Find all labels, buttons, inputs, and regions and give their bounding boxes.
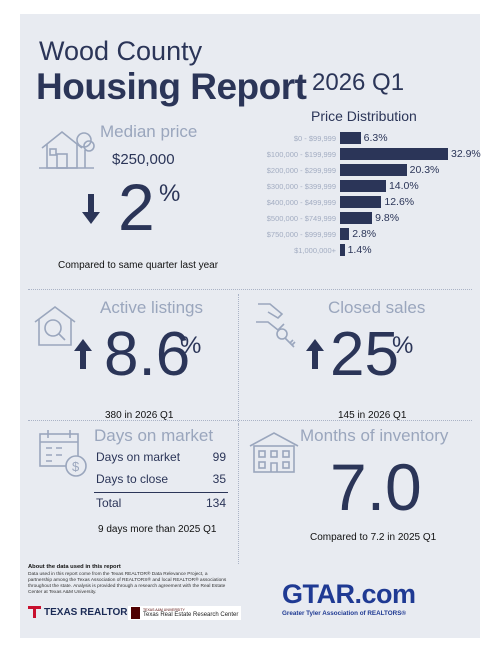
report-title: Housing Report [36, 66, 307, 107]
median-change-pct: % [159, 180, 181, 207]
active-listings-change: 8.6 [104, 320, 191, 389]
gtar-logo-text: GTAR.com [282, 579, 416, 609]
months-inventory-title: Months of inventory [300, 426, 449, 445]
median-price-value: $250,000 [112, 151, 175, 168]
price-range-label: $500,000 - $749,999 [266, 214, 336, 223]
up-arrow-icon [74, 339, 92, 369]
price-distribution-title: Price Distribution [311, 108, 417, 124]
price-range-label: $200,000 - $299,999 [266, 166, 336, 175]
price-range-label: $750,000 - $999,999 [266, 230, 336, 239]
price-bar [340, 180, 386, 192]
active-listings-pct: % [180, 332, 202, 359]
closed-sales-change: 25 [330, 320, 399, 389]
price-range-label: $300,000 - $399,999 [266, 182, 336, 191]
dom-total-row: Total 134 [96, 496, 226, 510]
key-hand-icon [254, 300, 304, 352]
divider [238, 294, 239, 432]
closed-sales-note: 145 in 2026 Q1 [338, 410, 407, 421]
dom-total-value: 134 [205, 496, 226, 510]
price-range-label: $1,000,000+ [294, 246, 336, 255]
house-icon [38, 126, 96, 170]
median-change-number: 2 [118, 170, 155, 244]
tamu-small-text: TEXAS A&M UNIVERSITY [143, 608, 185, 612]
dom-row-value: 99 [212, 450, 226, 464]
tamu-logo: TEXAS A&M UNIVERSITY Texas Real Estate R… [128, 606, 242, 620]
price-range-label: $0 - $99,999 [293, 134, 336, 143]
up-arrow-icon [306, 339, 324, 369]
price-bar-value: 9.8% [375, 212, 400, 224]
dom-row-label: Days on market [96, 450, 181, 464]
median-price-title: Median price [100, 122, 198, 141]
price-range-label: $100,000 - $199,999 [266, 150, 336, 159]
days-on-market-note: 9 days more than 2025 Q1 [98, 524, 217, 535]
price-bar [340, 164, 407, 176]
median-price-note: Compared to same quarter last year [58, 260, 219, 271]
footer-text: Data used in this report come from the T… [28, 572, 227, 595]
tamu-center-text: Texas Real Estate Research Center [143, 612, 239, 618]
svg-text:$: $ [72, 459, 80, 474]
price-bar-value: 1.4% [347, 244, 372, 256]
price-bar [340, 148, 448, 160]
county-title: Wood County [39, 36, 203, 66]
tamu-mark-icon [131, 607, 140, 619]
texas-realtors-logo: TEXAS REALTORS [28, 606, 134, 618]
price-bar [340, 212, 373, 224]
divider [28, 289, 472, 290]
months-inventory-value: 7.0 [330, 450, 422, 524]
texas-realtors-text: TEXAS REALTORS [44, 606, 135, 618]
footer-heading: About the data used in this report [28, 564, 121, 570]
price-bar-value: 14.0% [388, 180, 419, 192]
dom-total-label: Total [96, 496, 122, 510]
price-bar-value: 32.9% [451, 148, 481, 160]
price-bar [340, 132, 361, 144]
months-inventory-note: Compared to 7.2 in 2025 Q1 [310, 532, 437, 543]
closed-sales-title: Closed sales [328, 298, 426, 317]
divider [238, 424, 239, 564]
dom-row-value: 35 [212, 472, 226, 486]
price-bar [340, 244, 345, 256]
price-bar-value: 6.3% [363, 132, 388, 144]
gtar-logo: GTAR.com Greater Tyler Association of RE… [282, 580, 416, 617]
active-listings-title: Active listings [100, 298, 203, 317]
quarter-label: 2026 Q1 [312, 69, 405, 96]
gtar-subtitle: Greater Tyler Association of REALTORS® [282, 610, 407, 617]
calendar-money-icon: $ [38, 428, 88, 478]
tr-mark-icon [28, 606, 41, 618]
price-bar [340, 228, 350, 240]
price-bar-value: 12.6% [384, 196, 415, 208]
down-arrow-icon [82, 194, 100, 224]
closed-sales-pct: % [392, 332, 414, 359]
price-range-label: $400,000 - $499,999 [266, 198, 336, 207]
dom-row-label: Days to close [96, 472, 169, 486]
report-card: Wood County Housing Report 2026 Q1 Price… [20, 14, 481, 638]
dom-row: Days to close 35 [96, 472, 226, 486]
total-rule [94, 492, 228, 493]
days-on-market-title: Days on market [94, 426, 214, 445]
price-bar [340, 196, 382, 208]
dom-row: Days on market 99 [96, 450, 226, 464]
price-bar-value: 20.3% [409, 164, 440, 176]
price-bar-value: 2.8% [352, 228, 377, 240]
magnifier-house-icon [32, 304, 78, 348]
building-icon [248, 430, 300, 474]
active-listings-note: 380 in 2026 Q1 [105, 410, 174, 421]
divider [28, 420, 472, 421]
